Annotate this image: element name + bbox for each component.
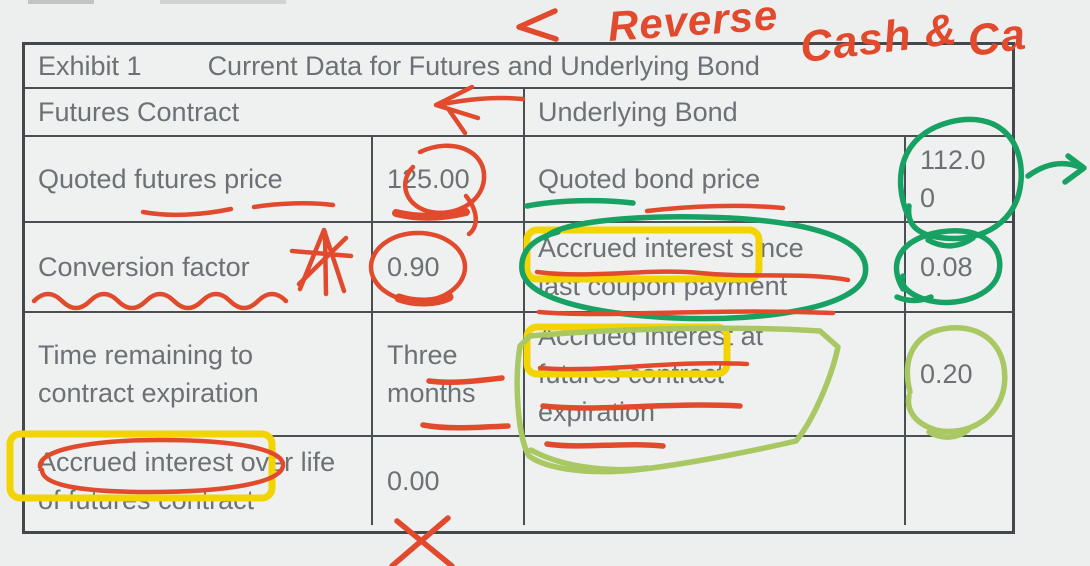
row-label: Quoted bond price xyxy=(538,163,761,194)
table-title-row: Exhibit 1 Current Data for Futures and U… xyxy=(25,45,1012,89)
table-cell-value: 0.20 xyxy=(906,313,1012,437)
table-cell-value xyxy=(906,437,1012,525)
row-label: Accrued interest since last coupon payme… xyxy=(538,232,804,301)
table-cell-label: Quoted bond price xyxy=(525,137,906,223)
table-cell-value: 112.00 xyxy=(906,137,1012,223)
video-edge-artifact xyxy=(28,0,94,4)
table-cell-value: 0.00 xyxy=(373,437,525,525)
green-right-arrow xyxy=(1025,160,1085,179)
table-cell-value: Three months xyxy=(373,313,525,437)
row-label: Conversion factor xyxy=(38,251,250,282)
red-chevron-stroke xyxy=(516,8,559,42)
row-label: Accrued interest at futures contract exp… xyxy=(538,320,764,428)
table-cell-label: Time remaining to contract expiration xyxy=(25,313,373,437)
table-cell-label xyxy=(525,437,906,525)
exhibit-table: Exhibit 1 Current Data for Futures and U… xyxy=(22,42,1015,534)
row-label: Quoted futures price xyxy=(38,163,283,194)
row-value: 112.00 xyxy=(920,144,986,213)
table-cell-label: Accrued interest at futures contract exp… xyxy=(525,313,906,437)
table-cell-label: Quoted futures price xyxy=(25,137,373,223)
row-value: Three months xyxy=(387,339,476,408)
row-label: Time remaining to contract expiration xyxy=(38,339,259,408)
section-header-futures: Futures Contract xyxy=(25,89,525,137)
video-edge-artifact xyxy=(160,0,286,4)
green-right-arrow-head xyxy=(1062,153,1087,185)
table-cell-value: 0.08 xyxy=(906,223,1012,313)
table-cell-value: 125.00 xyxy=(373,137,525,223)
section-header-bond: Underlying Bond xyxy=(525,89,1012,137)
table-cell-value: 0.90 xyxy=(373,223,525,313)
exhibit-caption: Current Data for Futures and Underlying … xyxy=(207,50,760,81)
table-cell-label: Conversion factor xyxy=(25,223,373,313)
row-label: Accrued interest over life of futures co… xyxy=(38,446,336,515)
exhibit-number: Exhibit 1 xyxy=(38,50,142,81)
table-cell-label: Accrued interest since last coupon payme… xyxy=(525,223,906,313)
table-cell-label: Accrued interest over life of futures co… xyxy=(25,437,373,525)
